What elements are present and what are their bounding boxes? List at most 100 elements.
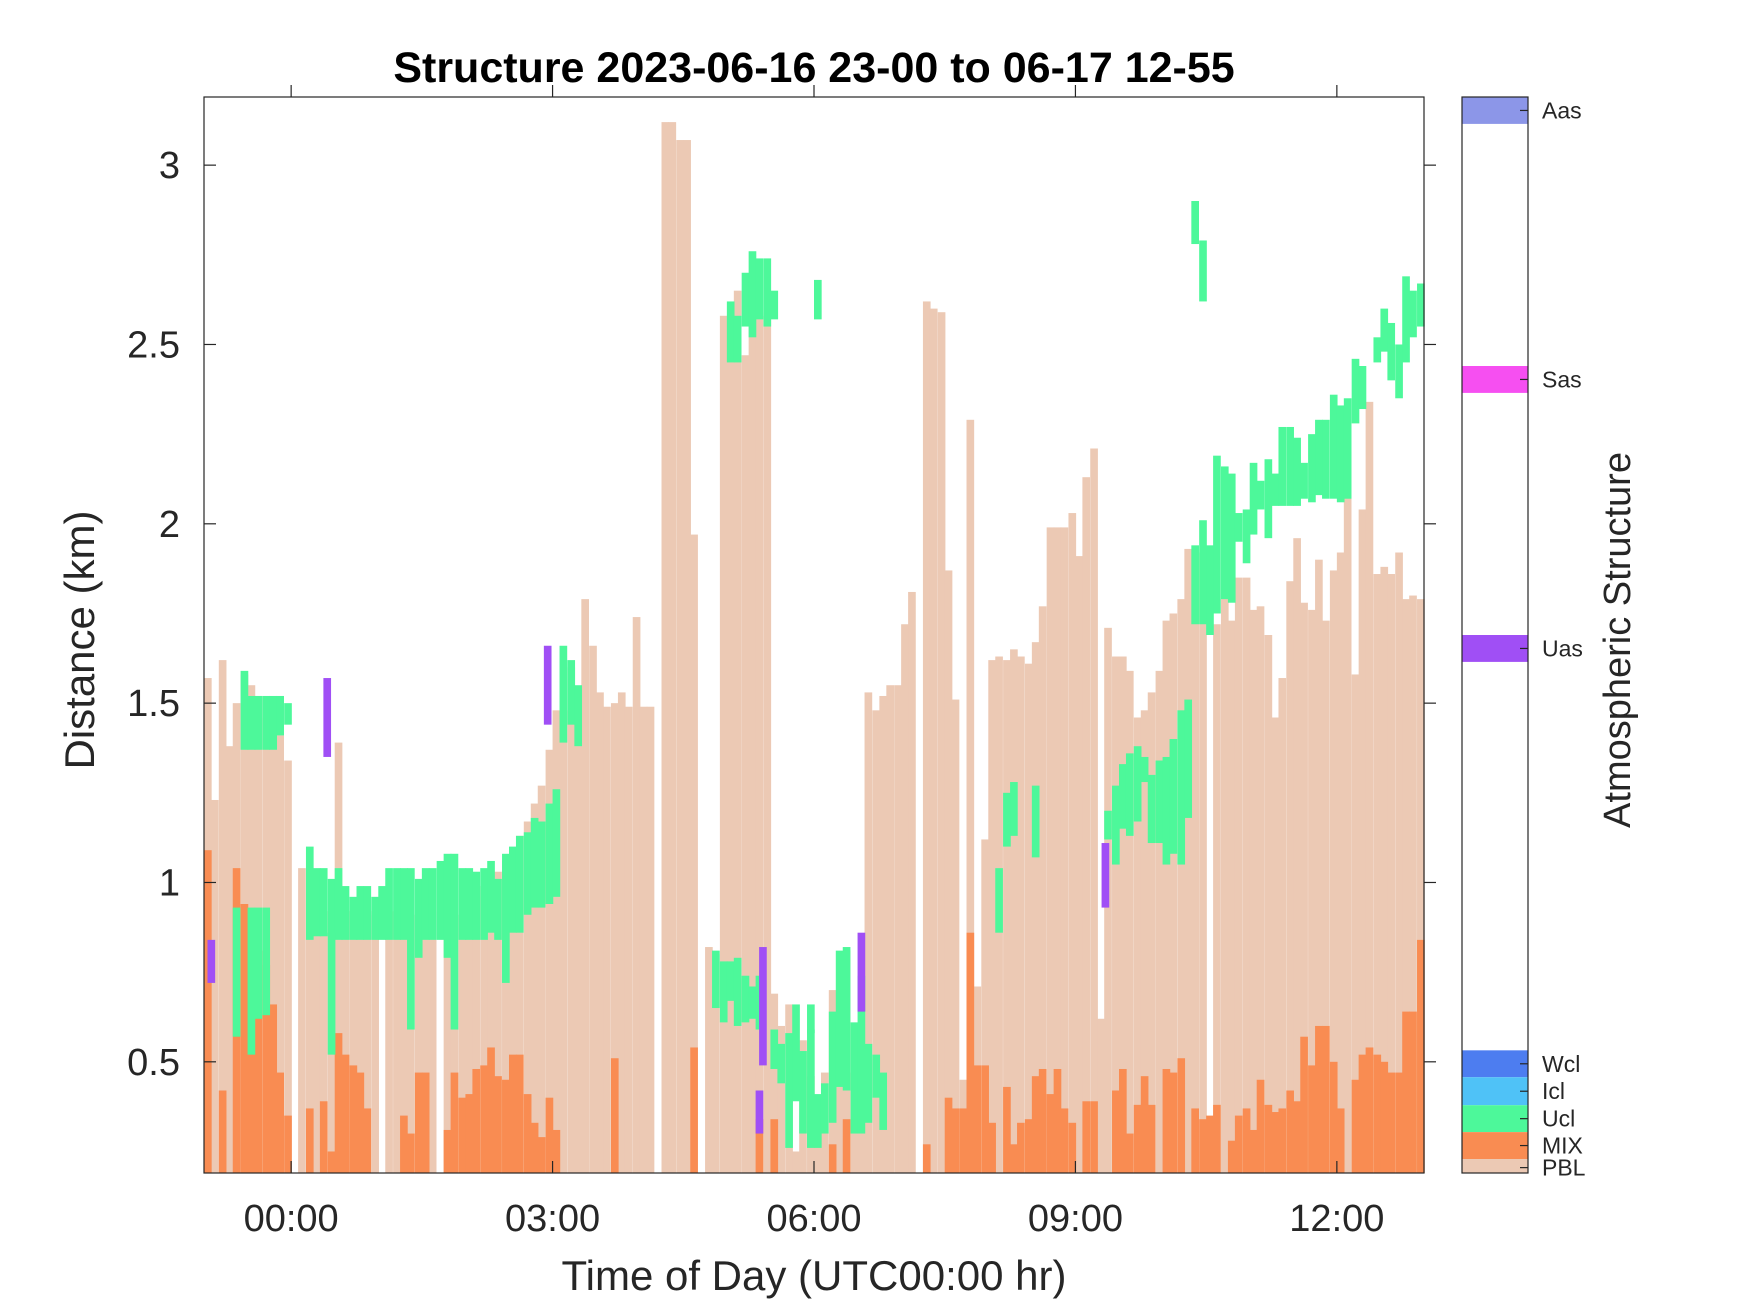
- ucl-bar: [1336, 405, 1345, 503]
- mix-bar: [487, 1047, 495, 1173]
- ucl-bar: [807, 1004, 815, 1034]
- ucl-bar: [1191, 201, 1199, 245]
- ucl-bar: [770, 290, 779, 320]
- ucl-bar: [530, 817, 539, 908]
- mix-bar: [842, 1119, 851, 1173]
- pbl-bar: [400, 914, 408, 1173]
- ucl-bar: [334, 868, 343, 940]
- ucl-bar: [385, 868, 393, 940]
- pbl-bar: [894, 685, 902, 1173]
- pbl-bar: [755, 315, 764, 1173]
- pbl-bar: [1068, 513, 1077, 1173]
- pbl-bar: [515, 835, 524, 1173]
- ucl-bar: [1308, 434, 1316, 503]
- y-tick-label: 3: [159, 145, 180, 187]
- pbl-bar: [1365, 401, 1374, 1173]
- pbl-bar: [1417, 599, 1425, 1173]
- ucl-bar: [1256, 480, 1265, 510]
- mix-bar: [1169, 1072, 1178, 1173]
- pbl-bar: [1358, 509, 1367, 1174]
- ucl-bar: [1133, 746, 1142, 822]
- pbl-bar: [1278, 678, 1287, 1173]
- colorbar-label-aas: Aas: [1542, 97, 1582, 123]
- mix-bar: [1256, 1079, 1265, 1173]
- pbl-bar: [385, 911, 393, 1173]
- pbl-bar: [472, 896, 481, 1173]
- pbl-bar: [1256, 606, 1265, 1173]
- plot-area: [204, 122, 1425, 1174]
- ucl-bar: [363, 886, 372, 940]
- pbl-bar: [465, 896, 474, 1173]
- mix-bar: [1046, 1094, 1055, 1173]
- pbl-bar: [1199, 552, 1207, 1173]
- ucl-bar: [1322, 419, 1330, 499]
- ucl-bar: [247, 695, 256, 750]
- pbl-bar: [545, 749, 554, 1173]
- pbl-bar: [1395, 552, 1403, 1173]
- ucl-bar: [327, 878, 336, 937]
- mix-bar: [770, 1119, 779, 1173]
- colorbar-swatch-pbl: [1462, 1159, 1528, 1173]
- pbl-bar: [1184, 548, 1193, 1173]
- ucl-bar: [276, 695, 284, 736]
- colorbar-swatch-uas: [1462, 635, 1528, 662]
- pbl-bar: [879, 695, 888, 1173]
- ucl-bar: [1112, 785, 1120, 865]
- mix-bar: [523, 1094, 532, 1173]
- pbl-bar: [1090, 448, 1098, 1173]
- pbl-bar: [414, 914, 423, 1173]
- mix-bar: [537, 1137, 546, 1173]
- x-tick-label: 09:00: [1028, 1198, 1123, 1240]
- ucl-bar: [1351, 358, 1360, 424]
- mix-bar: [1177, 1058, 1186, 1173]
- pbl-bar: [1227, 620, 1236, 1173]
- pbl-bar: [1293, 538, 1301, 1173]
- pbl-bar: [632, 617, 641, 1173]
- mix-bar: [1395, 1072, 1403, 1173]
- ucl-bar: [1199, 240, 1207, 302]
- uas-bar: [1101, 843, 1110, 908]
- pbl-bar: [1387, 574, 1396, 1173]
- ucl-bar: [792, 1004, 800, 1102]
- ucl-bar: [1177, 710, 1186, 865]
- pbl-bar: [1082, 477, 1091, 1173]
- mix-bar: [254, 950, 263, 1173]
- pbl-bar: [480, 886, 488, 1173]
- mix-bar: [1010, 1144, 1018, 1173]
- ucl-bar: [1409, 290, 1417, 338]
- pbl-bar: [269, 724, 278, 1173]
- mix-bar: [276, 1072, 284, 1173]
- ucl-bar: [719, 961, 728, 1023]
- mix-bar: [1380, 1061, 1389, 1173]
- mix-bar: [1417, 939, 1425, 1173]
- pbl-bar: [683, 140, 691, 1173]
- ucl-bar: [494, 878, 502, 940]
- ucl-bar: [349, 896, 358, 940]
- pbl-bar: [363, 914, 372, 1173]
- pbl-bar: [624, 706, 633, 1173]
- pbl-bar: [421, 914, 430, 1173]
- pbl-bar: [646, 706, 655, 1173]
- pbl-bar: [1060, 527, 1069, 1173]
- ucl-bar: [515, 835, 524, 933]
- ucl-bar: [552, 789, 561, 897]
- pbl-bar: [523, 821, 532, 1173]
- mix-bar: [269, 1004, 278, 1173]
- mix-bar: [1264, 1104, 1273, 1173]
- y-tick-label: 0.5: [127, 1042, 180, 1084]
- ucl-bar: [1329, 394, 1338, 499]
- pbl-bar: [305, 900, 314, 1173]
- pbl-bar: [1213, 624, 1221, 1173]
- mix-bar: [610, 1058, 619, 1173]
- ucl-bar: [450, 853, 459, 1030]
- pbl-bar: [937, 312, 946, 1173]
- mix-bar: [1278, 1108, 1287, 1173]
- ucl-bar: [1220, 466, 1229, 600]
- ucl-bar: [537, 821, 546, 908]
- pbl-bar: [567, 667, 576, 1173]
- mix-bar: [341, 1054, 350, 1173]
- mix-bar: [1402, 1011, 1410, 1173]
- ucl-bar: [770, 1029, 779, 1069]
- mix-bar: [1351, 1079, 1360, 1173]
